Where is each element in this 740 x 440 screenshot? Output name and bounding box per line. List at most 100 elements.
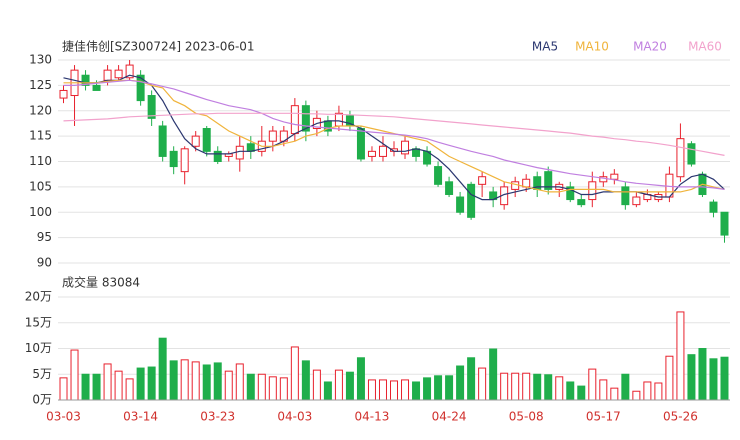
candle-body <box>378 145 387 157</box>
candle-body <box>577 199 586 206</box>
volume-bar <box>235 363 244 401</box>
volume-bar <box>643 381 652 401</box>
volume-bar <box>81 373 90 401</box>
candle-body <box>544 171 553 190</box>
volume-title: 成交量 83084 <box>62 275 140 290</box>
volume-bar <box>467 357 476 401</box>
volume-bar <box>323 381 332 401</box>
y-tick-label: 5万 <box>32 367 52 381</box>
volume-bar <box>345 371 354 401</box>
x-tick-label: 03-03 <box>46 410 81 424</box>
volume-bar <box>367 379 376 401</box>
y-tick-label: 20万 <box>25 290 52 304</box>
ma-line <box>63 112 725 156</box>
candle-body <box>268 130 277 142</box>
volume-bar <box>555 376 564 401</box>
y-tick-label: 90 <box>37 256 52 270</box>
volume-bar <box>334 369 343 401</box>
legend-entry: MA5 <box>532 40 558 54</box>
volume-bar <box>92 373 101 401</box>
volume-bar <box>356 357 365 401</box>
volume-bar <box>599 379 608 401</box>
y-tick-label: 110 <box>29 154 52 168</box>
candle-body <box>709 201 718 213</box>
volume-bar <box>312 369 321 401</box>
volume-bar <box>478 367 487 401</box>
volume-bar <box>632 390 641 401</box>
candle-body <box>334 112 343 127</box>
volume-bar <box>665 355 674 401</box>
x-tick-label: 04-03 <box>277 410 312 424</box>
candle-body <box>158 125 167 157</box>
candle-body <box>445 181 454 195</box>
candle-body <box>588 181 597 201</box>
volume-bar <box>566 381 575 401</box>
y-tick-label: 130 <box>29 53 52 67</box>
volume-bar <box>456 365 465 401</box>
y-tick-label: 115 <box>29 129 52 143</box>
volume-bar <box>412 381 421 401</box>
candle-body <box>114 69 123 79</box>
y-tick-label: 100 <box>29 205 52 219</box>
volume-bar <box>180 359 189 401</box>
candle-body <box>676 138 685 178</box>
volume-bar <box>500 372 509 401</box>
candle-body <box>92 84 101 91</box>
candle-body <box>191 135 200 147</box>
volume-bar <box>434 375 443 401</box>
candle-body <box>511 181 520 190</box>
y-tick-label: 105 <box>29 179 52 193</box>
volume-bar <box>445 375 454 401</box>
volume-bar <box>136 367 145 401</box>
volume-bar <box>246 373 255 401</box>
candle-body <box>456 196 465 213</box>
volume-bar <box>114 370 123 401</box>
candle-body <box>367 150 376 157</box>
legend-entry: MA20 <box>633 40 667 54</box>
y-tick-label: 10万 <box>25 341 52 355</box>
candle-body <box>235 145 244 160</box>
volume-bar <box>588 368 597 401</box>
candle-body <box>478 176 487 185</box>
candle-body <box>147 95 156 119</box>
candle-body <box>301 105 310 132</box>
volume-bar <box>511 372 520 401</box>
y-tick-label: 15万 <box>25 315 52 329</box>
candle-body <box>180 148 189 173</box>
volume-bar <box>70 349 79 401</box>
volume-bar <box>544 374 553 401</box>
volume-bar <box>301 360 310 401</box>
candle-body <box>81 74 90 86</box>
x-tick-label: 04-13 <box>355 410 390 424</box>
volume-bar <box>654 382 663 401</box>
volume-bar <box>610 387 619 401</box>
volume-bar <box>709 358 718 401</box>
candle-body <box>169 150 178 168</box>
candle-body <box>687 143 696 165</box>
y-tick-label: 95 <box>37 230 52 244</box>
volume-bar <box>59 377 68 401</box>
candle-body <box>401 140 410 155</box>
volume-bar <box>522 372 531 401</box>
candle-body <box>125 64 134 79</box>
volume-bar <box>224 370 233 401</box>
candle-body <box>720 211 729 236</box>
candle-body <box>213 150 222 163</box>
volume-bar <box>720 356 729 401</box>
chart-title: 捷佳伟创[SZ300724] 2023-06-01 <box>62 40 255 54</box>
legend-entry: MA60 <box>688 40 722 54</box>
volume-bar <box>169 360 178 401</box>
candle-body <box>610 173 619 180</box>
candle-body <box>202 128 211 152</box>
volume-bar <box>423 377 432 401</box>
candle-body <box>467 183 476 218</box>
volume-bar <box>202 364 211 401</box>
volume-bar <box>191 361 200 401</box>
volume-bar <box>257 373 266 401</box>
candle-body <box>103 69 112 81</box>
x-tick-label: 03-14 <box>123 410 158 424</box>
x-tick-label: 03-23 <box>200 410 235 424</box>
ma-line <box>63 79 725 190</box>
x-tick-label: 04-24 <box>432 410 467 424</box>
